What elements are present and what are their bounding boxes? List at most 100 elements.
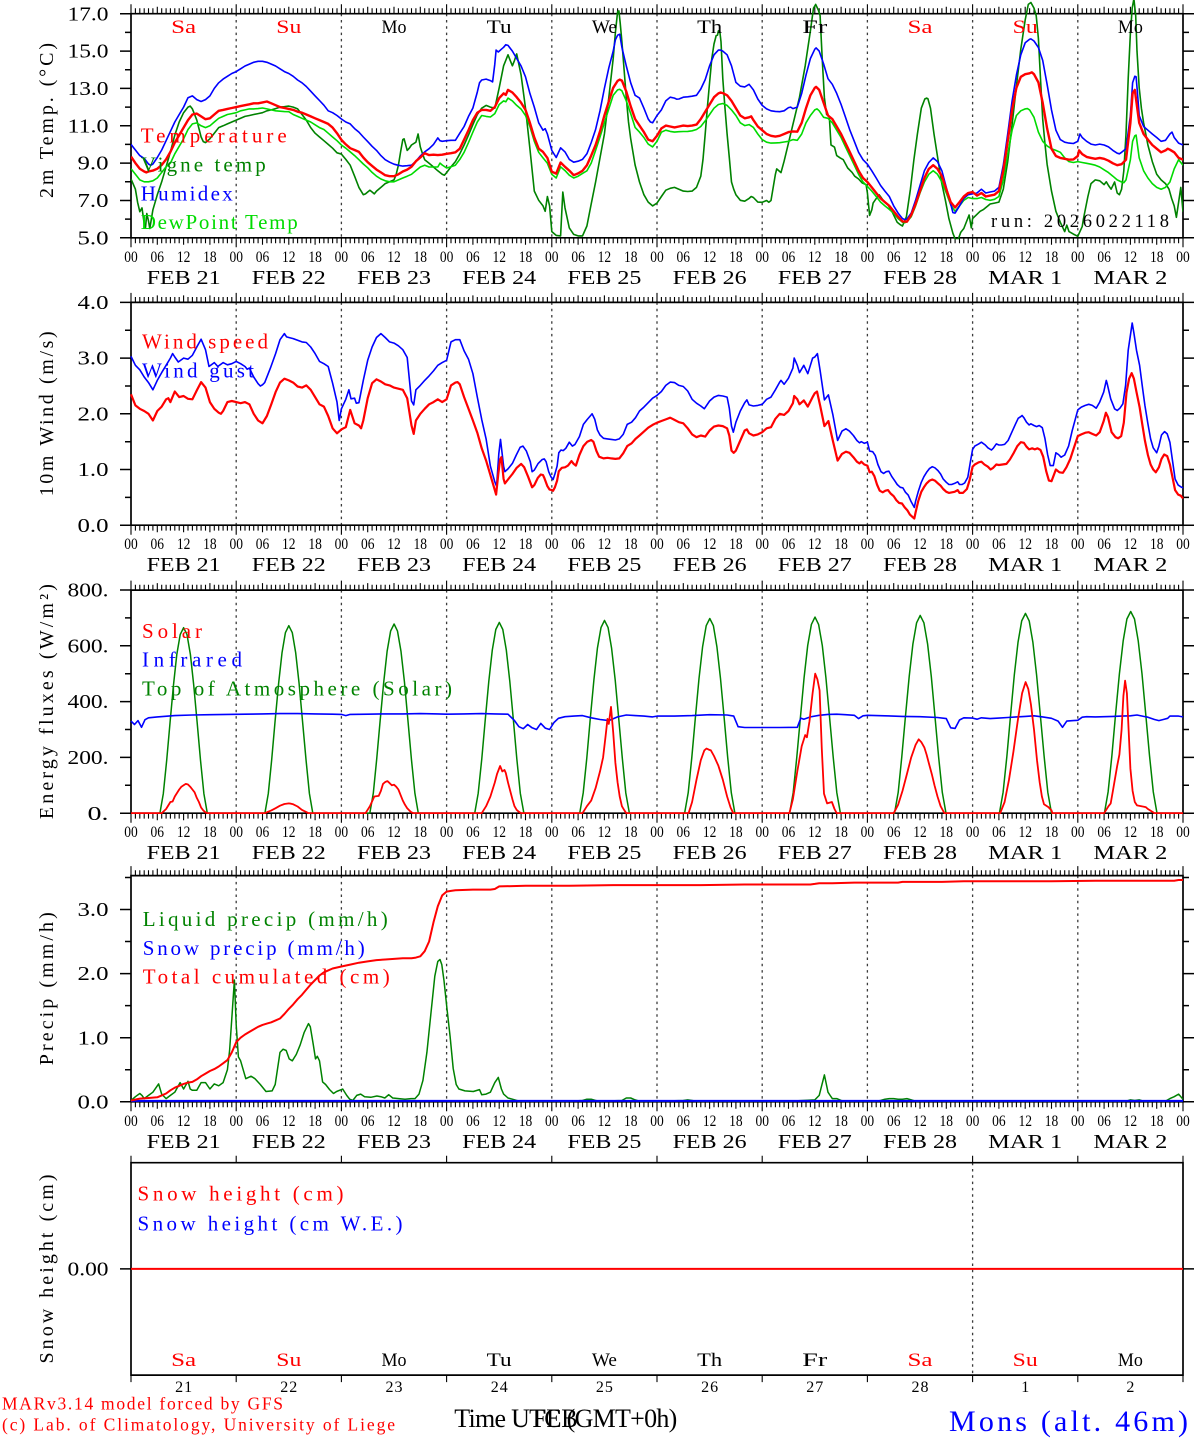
svg-text:FEB 22: FEB 22 [252, 843, 326, 864]
svg-text:0.: 0. [88, 803, 109, 825]
svg-text:Mo: Mo [382, 1350, 407, 1371]
svg-text:00: 00 [861, 249, 875, 266]
svg-text:Time UTC (GMT+0h): Time UTC (GMT+0h) [454, 1404, 677, 1433]
svg-text:18: 18 [1150, 1113, 1164, 1130]
svg-text:18: 18 [519, 1113, 533, 1130]
svg-text:12: 12 [1124, 824, 1138, 841]
svg-text:11.0: 11.0 [68, 115, 109, 137]
svg-text:18: 18 [834, 249, 848, 266]
svg-text:27: 27 [806, 1379, 823, 1396]
svg-text:06: 06 [887, 249, 901, 266]
svg-text:06: 06 [992, 1113, 1006, 1130]
svg-text:We: We [592, 17, 617, 38]
svg-text:Sa: Sa [908, 17, 934, 38]
svg-text:00: 00 [650, 1113, 664, 1130]
svg-text:06: 06 [256, 824, 270, 841]
svg-text:00: 00 [229, 536, 243, 553]
svg-text:12: 12 [387, 824, 401, 841]
svg-text:06: 06 [151, 536, 165, 553]
svg-text:06: 06 [782, 1113, 796, 1130]
svg-text:18: 18 [308, 249, 322, 266]
svg-text:18: 18 [1150, 536, 1164, 553]
svg-text:15.0: 15.0 [68, 41, 109, 63]
svg-text:18: 18 [519, 824, 533, 841]
svg-text:FEB 27: FEB 27 [778, 555, 852, 576]
svg-text:FEB 25: FEB 25 [567, 1132, 641, 1153]
svg-text:MAR 2: MAR 2 [1093, 555, 1167, 576]
svg-text:18: 18 [414, 824, 428, 841]
svg-text:FEB 23: FEB 23 [357, 843, 431, 864]
svg-text:23: 23 [386, 1379, 403, 1396]
svg-text:MAR 1: MAR 1 [988, 268, 1062, 289]
svg-text:12: 12 [387, 1113, 401, 1130]
svg-text:13.0: 13.0 [68, 78, 109, 100]
svg-text:12: 12 [282, 1113, 296, 1130]
svg-text:18: 18 [729, 1113, 743, 1130]
svg-text:12: 12 [808, 249, 822, 266]
svg-text:00: 00 [650, 249, 664, 266]
svg-text:18: 18 [414, 536, 428, 553]
svg-text:12: 12 [1018, 824, 1032, 841]
svg-text:18: 18 [940, 824, 954, 841]
svg-text:21: 21 [175, 1379, 192, 1396]
svg-text:06: 06 [782, 536, 796, 553]
svg-text:06: 06 [571, 536, 585, 553]
svg-text:12: 12 [1018, 536, 1032, 553]
svg-text:2.0: 2.0 [78, 963, 109, 985]
svg-text:18: 18 [729, 249, 743, 266]
svg-text:06: 06 [1097, 1113, 1111, 1130]
svg-text:06: 06 [256, 249, 270, 266]
svg-text:06: 06 [887, 536, 901, 553]
svg-text:18: 18 [1045, 824, 1059, 841]
svg-text:MAR 1: MAR 1 [988, 843, 1062, 864]
svg-text:18: 18 [834, 536, 848, 553]
svg-text:Tu: Tu [487, 1350, 513, 1371]
svg-text:18: 18 [624, 1113, 638, 1130]
svg-text:12: 12 [492, 1113, 506, 1130]
svg-text:12: 12 [703, 249, 717, 266]
svg-text:12: 12 [598, 824, 612, 841]
svg-text:FEB 26: FEB 26 [673, 1132, 747, 1153]
svg-text:12: 12 [913, 249, 927, 266]
svg-text:12: 12 [282, 536, 296, 553]
svg-text:3.0: 3.0 [78, 899, 109, 921]
svg-text:Mo: Mo [1118, 17, 1143, 38]
svg-text:06: 06 [677, 824, 691, 841]
svg-text:06: 06 [887, 1113, 901, 1130]
svg-text:FEB: FEB [533, 1404, 578, 1433]
svg-text:18: 18 [308, 536, 322, 553]
svg-text:06: 06 [466, 536, 480, 553]
svg-text:12: 12 [808, 536, 822, 553]
svg-text:FEB 24: FEB 24 [462, 555, 536, 576]
svg-text:00: 00 [1176, 824, 1190, 841]
svg-text:12: 12 [913, 824, 927, 841]
svg-text:00: 00 [229, 249, 243, 266]
svg-text:12: 12 [1018, 1113, 1032, 1130]
svg-text:28: 28 [912, 1379, 929, 1396]
svg-text:DewPoint Temp: DewPoint Temp [141, 210, 298, 234]
svg-text:FEB 28: FEB 28 [883, 843, 957, 864]
svg-text:06: 06 [677, 1113, 691, 1130]
svg-text:10m Wind (m/s): 10m Wind (m/s) [36, 331, 58, 496]
svg-text:06: 06 [992, 536, 1006, 553]
svg-text:FEB 25: FEB 25 [567, 268, 641, 289]
svg-text:Th: Th [697, 17, 723, 38]
svg-text:18: 18 [624, 536, 638, 553]
svg-text:00: 00 [966, 824, 980, 841]
svg-text:00: 00 [440, 249, 454, 266]
svg-text:Sa: Sa [908, 1350, 934, 1371]
svg-text:12: 12 [492, 536, 506, 553]
svg-text:1.0: 1.0 [78, 459, 109, 481]
svg-text:600.: 600. [68, 635, 109, 657]
svg-text:FEB 21: FEB 21 [147, 843, 221, 864]
svg-text:1.0: 1.0 [78, 1027, 109, 1049]
svg-text:17.0: 17.0 [68, 3, 109, 25]
svg-text:Sa: Sa [171, 17, 197, 38]
svg-text:200.: 200. [68, 747, 109, 769]
svg-text:0.0: 0.0 [78, 515, 109, 537]
svg-text:FEB 26: FEB 26 [673, 555, 747, 576]
svg-text:06: 06 [361, 249, 375, 266]
svg-text:18: 18 [203, 824, 217, 841]
svg-text:00: 00 [229, 824, 243, 841]
svg-text:Fr: Fr [802, 1350, 828, 1371]
